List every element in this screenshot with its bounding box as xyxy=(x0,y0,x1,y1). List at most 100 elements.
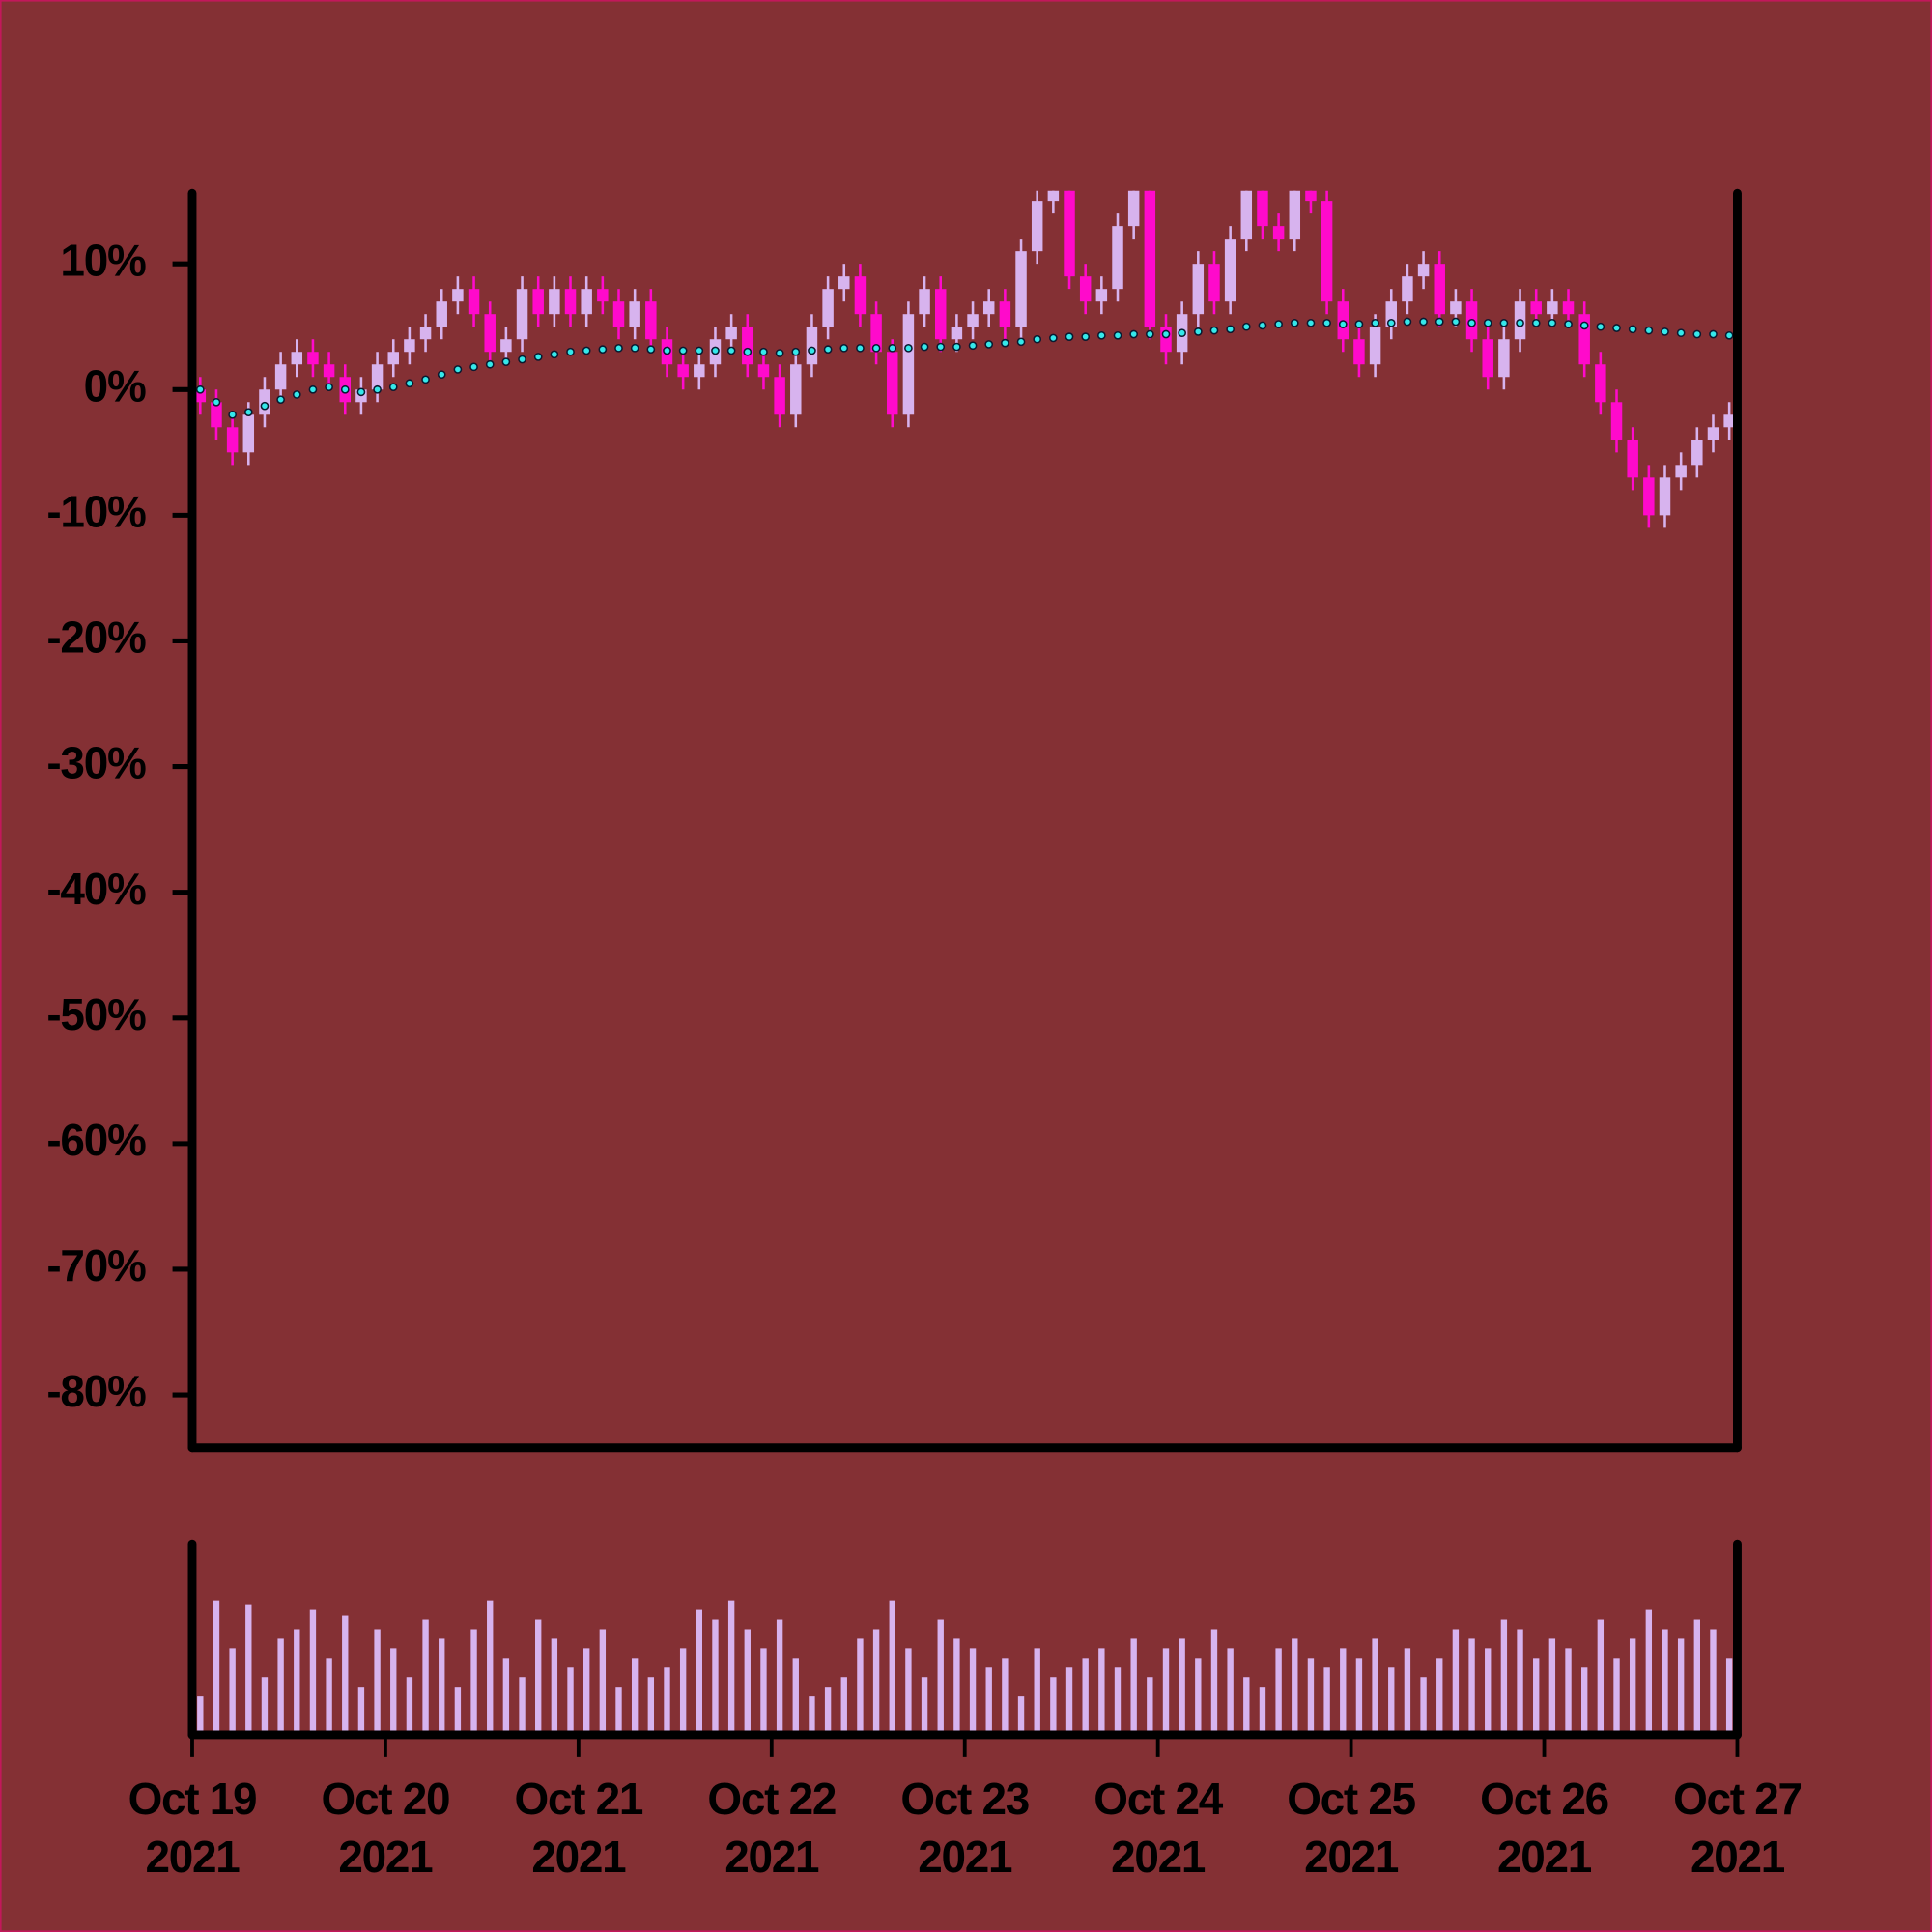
candle-body xyxy=(629,301,640,327)
candle-body xyxy=(484,314,496,353)
candle-body xyxy=(854,276,867,315)
volume-bar xyxy=(1114,1667,1122,1735)
candle-body xyxy=(1015,251,1027,327)
candle-body xyxy=(274,364,287,390)
moving-average-point xyxy=(469,362,478,372)
volume-bar xyxy=(1629,1638,1636,1735)
candle-body xyxy=(1240,190,1253,240)
moving-average-point xyxy=(1451,317,1461,327)
volume-bar xyxy=(985,1667,992,1735)
moving-average-point xyxy=(1354,320,1364,328)
volume-bar xyxy=(1548,1638,1556,1735)
moving-average-point xyxy=(839,343,849,353)
volume-bar xyxy=(567,1667,574,1735)
candle-body xyxy=(790,364,802,415)
moving-average-point xyxy=(1661,327,1669,336)
moving-average-point xyxy=(340,384,350,394)
moving-average-point xyxy=(1531,318,1541,327)
moving-average-point xyxy=(373,384,382,394)
y-tick-label: -70% xyxy=(46,1240,146,1291)
x-tick-label: Oct 23 2021 xyxy=(900,1774,1029,1882)
volume-bar xyxy=(1533,1658,1540,1735)
candle-body xyxy=(211,402,222,428)
volume-bar xyxy=(357,1687,365,1735)
volume-bar xyxy=(792,1658,799,1735)
volume-bar xyxy=(712,1619,719,1735)
volume-bar xyxy=(213,1600,220,1735)
moving-average-point xyxy=(1097,330,1106,340)
moving-average-point xyxy=(1483,318,1492,327)
candle-body xyxy=(725,327,737,340)
volume-bar xyxy=(921,1677,928,1735)
x-tick-label-line: 2021 xyxy=(1304,1832,1399,1882)
candle-body xyxy=(1160,327,1172,353)
moving-average-point xyxy=(1435,317,1444,327)
moving-average-point xyxy=(791,347,801,356)
moving-average-point xyxy=(1724,330,1734,340)
x-tick-label-line: 2021 xyxy=(338,1832,433,1882)
moving-average-point xyxy=(1274,320,1283,328)
y-tick-label: -30% xyxy=(46,738,146,788)
candle-body xyxy=(1224,239,1236,302)
volume-bar xyxy=(261,1677,269,1735)
candle-body xyxy=(1530,301,1542,315)
candle-body xyxy=(806,327,818,365)
volume-bar xyxy=(342,1615,349,1735)
candle-body xyxy=(1659,477,1671,516)
volume-bar xyxy=(840,1677,847,1735)
moving-average-point xyxy=(856,343,865,353)
x-tick-label: Oct 22 2021 xyxy=(707,1774,836,1882)
volume-bar xyxy=(824,1687,832,1735)
volume-bar xyxy=(390,1648,397,1735)
volume-bar xyxy=(1259,1687,1266,1735)
moving-average-point xyxy=(1467,318,1476,327)
moving-average-point xyxy=(533,353,543,361)
candle-body xyxy=(307,352,319,365)
volume-bar xyxy=(535,1619,542,1735)
volume-bar xyxy=(1710,1629,1717,1735)
y-tick-label: -40% xyxy=(46,864,146,914)
volume-bar xyxy=(1275,1648,1282,1735)
candle-body xyxy=(1450,301,1462,315)
candle-body xyxy=(1208,264,1220,302)
volume-bar xyxy=(1420,1677,1427,1735)
volume-bar xyxy=(615,1687,622,1735)
candle-body xyxy=(1064,190,1075,277)
moving-average-point xyxy=(260,401,270,411)
moving-average-point xyxy=(308,384,318,394)
x-tick-label-line: Oct 23 xyxy=(900,1774,1029,1824)
moving-average-point xyxy=(598,345,608,354)
volume-bar xyxy=(197,1696,204,1735)
candle-body xyxy=(1643,477,1655,516)
volume-bar xyxy=(277,1638,284,1735)
volume-bar xyxy=(631,1658,639,1735)
volume-bar xyxy=(1323,1667,1330,1735)
moving-average-point xyxy=(1065,332,1074,341)
moving-average-point xyxy=(195,384,205,394)
volume-bar xyxy=(1130,1638,1137,1735)
candle-body xyxy=(194,389,207,403)
x-tick-label-line: 2021 xyxy=(1690,1832,1785,1882)
candle-body xyxy=(1305,190,1317,202)
volume-bar xyxy=(1355,1658,1363,1735)
moving-average-point xyxy=(518,355,526,364)
volume-bar xyxy=(1645,1609,1653,1735)
candle-body xyxy=(371,364,384,390)
x-tick-label-line: Oct 27 xyxy=(1673,1774,1802,1824)
candle-body xyxy=(919,289,930,315)
moving-average-point xyxy=(1564,320,1573,328)
y-tick-label: -60% xyxy=(46,1115,146,1165)
moving-average-point xyxy=(1709,329,1718,339)
moving-average-point xyxy=(1499,318,1509,327)
volume-bar xyxy=(1065,1667,1073,1735)
moving-average-point xyxy=(1226,325,1235,334)
candle-body xyxy=(1095,289,1108,302)
candle-body xyxy=(242,414,255,453)
x-tick-label-line: Oct 24 xyxy=(1094,1774,1223,1824)
candle-body xyxy=(694,364,705,378)
candle-body xyxy=(581,289,592,315)
moving-average-point xyxy=(1644,326,1654,335)
volume-bar xyxy=(1372,1638,1378,1735)
